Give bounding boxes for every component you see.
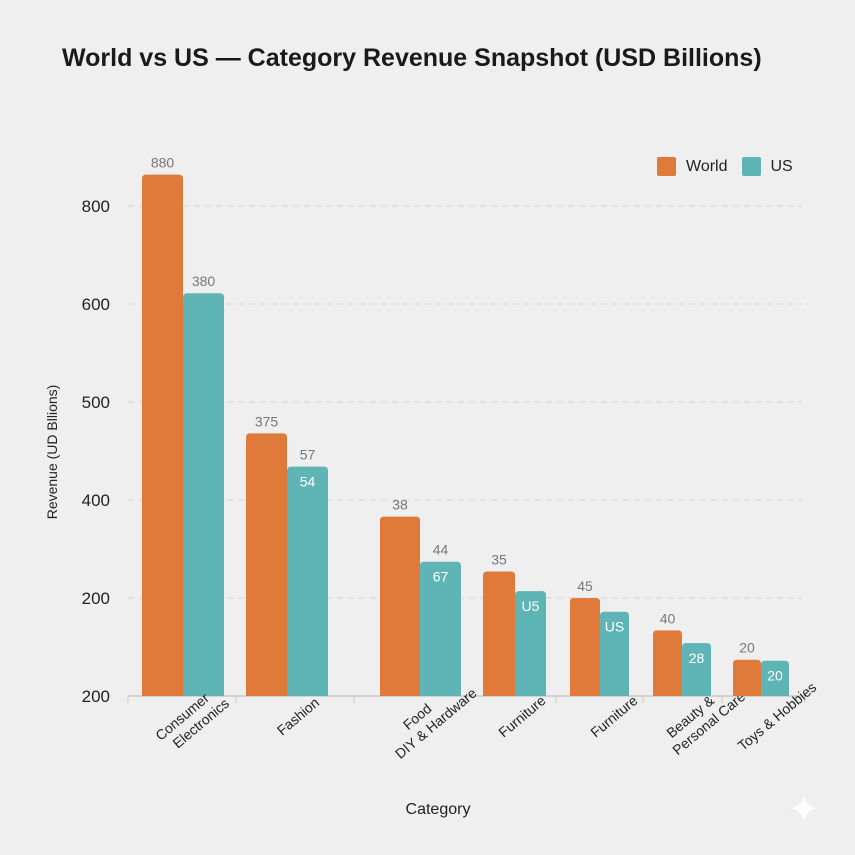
x-tick-label: Furniture <box>495 692 548 740</box>
data-label: 40 <box>660 610 676 626</box>
data-label-inside: 20 <box>767 668 783 684</box>
data-label: 380 <box>192 273 216 289</box>
chart-title: World vs US — Category Revenue Snapshot … <box>62 44 762 72</box>
bar-us <box>515 591 546 696</box>
y-tick-label: 600 <box>82 295 110 314</box>
bar-world <box>483 571 515 696</box>
data-label-inside: 67 <box>433 569 449 585</box>
y-axis-title: Revenue (UD Bllions) <box>44 385 60 520</box>
bar-world <box>653 630 682 696</box>
legend-swatch-us <box>741 157 761 176</box>
y-tick-label: 800 <box>82 197 110 216</box>
legend-swatch-world <box>657 157 676 176</box>
x-axis-title: Category <box>406 801 471 818</box>
data-label: 35 <box>491 552 507 568</box>
x-tick-label: Furniture <box>587 692 640 740</box>
data-label: 375 <box>255 413 279 429</box>
bar-us <box>682 643 711 696</box>
data-label: 880 <box>151 155 175 171</box>
bar-us <box>420 561 461 696</box>
bar-us <box>600 611 629 696</box>
y-tick-label: 200 <box>82 589 110 608</box>
bar-world <box>380 516 420 696</box>
legend-label-us: US <box>770 157 793 175</box>
y-tick-label: 200 <box>82 687 110 706</box>
x-tick-label: Fashion <box>274 694 322 738</box>
x-tick-label-line: Furniture <box>587 692 640 740</box>
bar-world <box>142 174 183 696</box>
data-label: 44 <box>433 542 449 558</box>
data-label-inside: U5 <box>522 598 540 614</box>
bar-world <box>246 433 287 696</box>
data-label: 38 <box>392 497 408 513</box>
legend: World US <box>657 157 793 176</box>
data-label-inside: US <box>605 619 624 635</box>
y-tick-label: 400 <box>82 491 110 510</box>
data-label-inside: 54 <box>300 474 316 490</box>
data-label: 45 <box>577 578 593 594</box>
y-tick-label: 500 <box>82 393 110 412</box>
x-tick-label-line: Fashion <box>274 694 322 738</box>
bar-us <box>287 466 328 696</box>
data-label-inside: 28 <box>689 650 705 666</box>
bar-world <box>733 659 761 696</box>
data-label: 20 <box>739 640 755 656</box>
sparkle-icon: ✦ <box>787 788 821 832</box>
bar-world <box>570 598 600 696</box>
legend-label-world: World <box>686 157 728 175</box>
bar-us <box>761 660 789 696</box>
x-tick-label-line: Furniture <box>495 692 548 740</box>
data-label: 57 <box>300 447 316 463</box>
bar-us <box>183 293 224 696</box>
